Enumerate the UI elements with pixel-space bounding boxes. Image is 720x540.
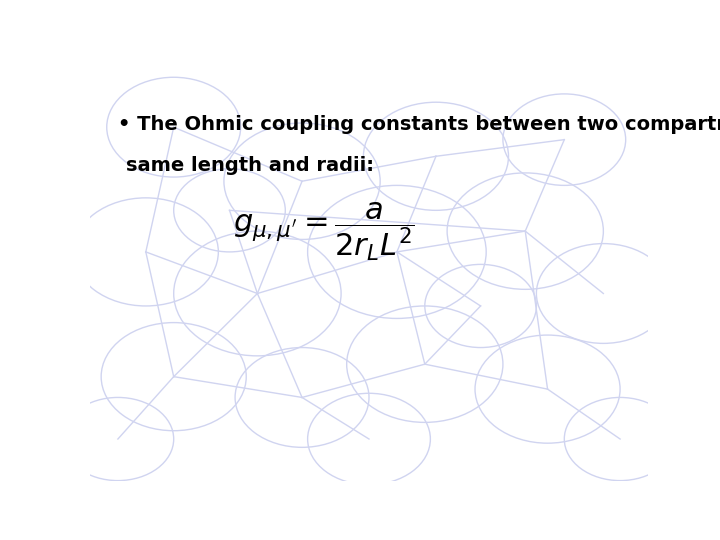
Text: same length and radii:: same length and radii: bbox=[126, 156, 374, 176]
Text: • The Ohmic coupling constants between two compartments with: • The Ohmic coupling constants between t… bbox=[118, 114, 720, 134]
Text: $g_{\mu,\mu'} = \dfrac{a}{2r_L L^2}$: $g_{\mu,\mu'} = \dfrac{a}{2r_L L^2}$ bbox=[233, 200, 415, 262]
